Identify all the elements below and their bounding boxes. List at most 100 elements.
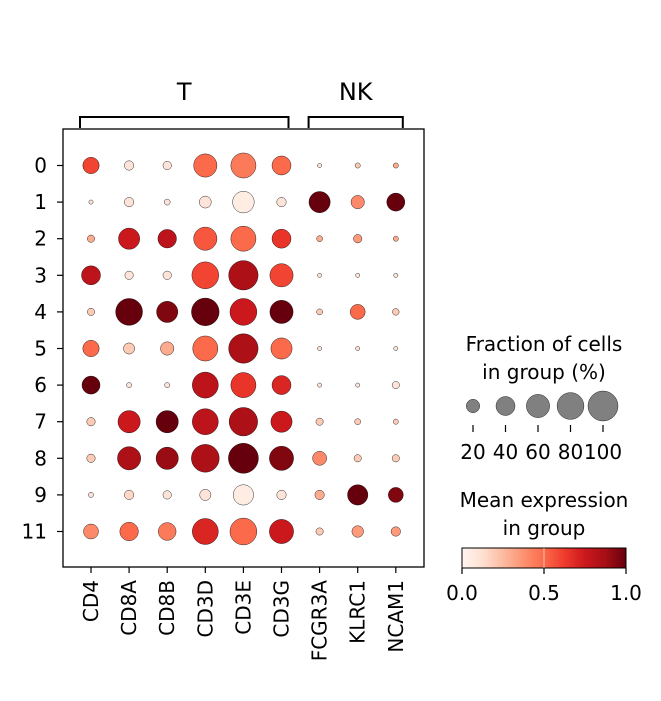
dot-0-fcgr3a: [317, 163, 322, 168]
y-tick-label: 7: [34, 410, 47, 434]
dot-11-fcgr3a: [315, 527, 324, 536]
x-tick-label: KLRC1: [346, 580, 370, 644]
dot-4-ncam1: [392, 308, 400, 316]
dot-9-cd3g: [276, 489, 287, 500]
dot-6-klrc1: [355, 382, 361, 388]
group-label-nk: NK: [339, 78, 374, 106]
dot-1-cd3g: [276, 197, 287, 208]
dot-5-cd3e: [228, 333, 259, 364]
x-tick-label: NCAM1: [384, 580, 408, 653]
colorbar-tick-label: 1.0: [610, 581, 642, 605]
dot-6-cd3g: [271, 375, 292, 395]
size-legend-title: Fraction of cells: [466, 332, 623, 356]
x-tick-label: CD4: [79, 580, 103, 622]
size-legend: Fraction of cells in group (%) 20 40 60 80 100: [460, 332, 622, 464]
dot-4-cd3g: [269, 300, 294, 324]
dot-1-klrc1: [350, 195, 365, 210]
dot-11-klrc1: [351, 525, 364, 538]
dot-2-klrc1: [353, 234, 363, 244]
dot-9-cd8a: [124, 489, 135, 500]
dot-7-cd8a: [117, 410, 141, 434]
dot-8-ncam1: [391, 454, 400, 463]
dot-5-klrc1: [355, 346, 361, 351]
y-tick-label: 11: [22, 520, 47, 544]
dot-8-cd3e: [228, 443, 259, 474]
dot-3-cd3d: [191, 261, 219, 289]
dot-0-klrc1: [354, 162, 361, 169]
x-tick-label: CD3E: [231, 580, 255, 635]
dot-6-fcgr3a: [317, 382, 322, 388]
size-legend-title: in group (%): [482, 360, 606, 384]
dot-11-cd4: [83, 523, 99, 540]
y-tick-label: 0: [34, 154, 47, 178]
dot-0-cd4: [82, 157, 100, 174]
dot-3-cd4: [81, 265, 101, 285]
dot-5-cd4: [82, 340, 100, 357]
dot-4-cd3d: [191, 297, 220, 326]
dot-8-fcgr3a: [312, 451, 327, 466]
dot-grid: [81, 152, 405, 546]
dot-2-cd4: [87, 234, 95, 243]
dot-3-fcgr3a: [317, 272, 322, 278]
dot-2-fcgr3a: [316, 235, 323, 242]
size-legend-dot: [495, 396, 516, 416]
dot-3-ncam1: [393, 272, 399, 278]
y-tick-label: 4: [34, 300, 47, 324]
dot-6-cd8a: [126, 382, 132, 388]
dot-11-cd8a: [119, 522, 139, 541]
y-tick-label: 8: [34, 446, 47, 470]
dot-11-cd8b: [158, 522, 177, 541]
dot-8-cd8a: [117, 446, 141, 471]
dot-1-fcgr3a: [308, 191, 331, 213]
dot-4-klrc1: [350, 304, 366, 320]
dot-6-cd8b: [164, 382, 170, 388]
dot-7-fcgr3a: [315, 417, 324, 426]
dot-9-klrc1: [347, 484, 369, 506]
size-legend-label: 60: [525, 440, 550, 464]
dot-1-cd3d: [199, 195, 212, 209]
dot-0-cd3d: [193, 153, 218, 178]
x-tick-label: CD3D: [193, 580, 217, 638]
colorbar-tick-label: 0.5: [528, 581, 560, 605]
dot-0-cd8b: [162, 161, 172, 170]
dot-6-cd3d: [192, 371, 219, 399]
y-tick-label: 5: [34, 337, 47, 361]
dot-9-cd4: [88, 492, 94, 498]
dot-2-ncam1: [393, 235, 399, 242]
size-legend-dot: [587, 390, 619, 422]
dot-2-cd8b: [157, 229, 177, 249]
colorbar-tick-label: 0.0: [446, 581, 478, 605]
dot-4-cd3e: [229, 298, 258, 326]
x-tick-label: CD3G: [270, 580, 294, 638]
dot-7-cd3d: [192, 408, 219, 435]
dot-6-cd4: [81, 375, 101, 395]
y-tick-label: 3: [34, 263, 47, 287]
dot-5-cd8a: [123, 342, 135, 355]
dot-3-cd8a: [124, 270, 134, 280]
group-bracket-nk: [307, 116, 404, 128]
dot-11-ncam1: [390, 526, 401, 537]
size-legend-label: 40: [493, 440, 518, 464]
dot-1-cd3e: [232, 191, 255, 214]
dot-0-cd3g: [271, 155, 292, 176]
dot-1-cd8a: [124, 197, 135, 208]
y-axis-clusters: 0 1 2 3 4 5 6 7 8 9 11: [22, 154, 63, 544]
dot-3-cd8b: [162, 270, 172, 280]
y-tick-label: 6: [34, 373, 47, 397]
dot-4-cd8a: [115, 298, 143, 326]
size-legend-label: 100: [584, 440, 622, 464]
gene-group-brackets: T NK: [79, 78, 404, 128]
dot-11-cd3d: [192, 518, 219, 545]
dot-8-cd4: [86, 453, 96, 463]
dot-7-cd3e: [228, 407, 258, 437]
y-tick-label: 1: [34, 190, 47, 214]
dot-5-cd8b: [160, 341, 175, 356]
dot-5-ncam1: [393, 346, 399, 351]
dot-9-ncam1: [388, 487, 404, 503]
dot-9-cd3d: [199, 489, 212, 501]
dot-7-cd4: [86, 417, 96, 427]
dot-0-ncam1: [393, 162, 399, 169]
x-tick-label: FCGR3A: [308, 580, 332, 662]
x-tick-label: CD8A: [117, 580, 141, 636]
